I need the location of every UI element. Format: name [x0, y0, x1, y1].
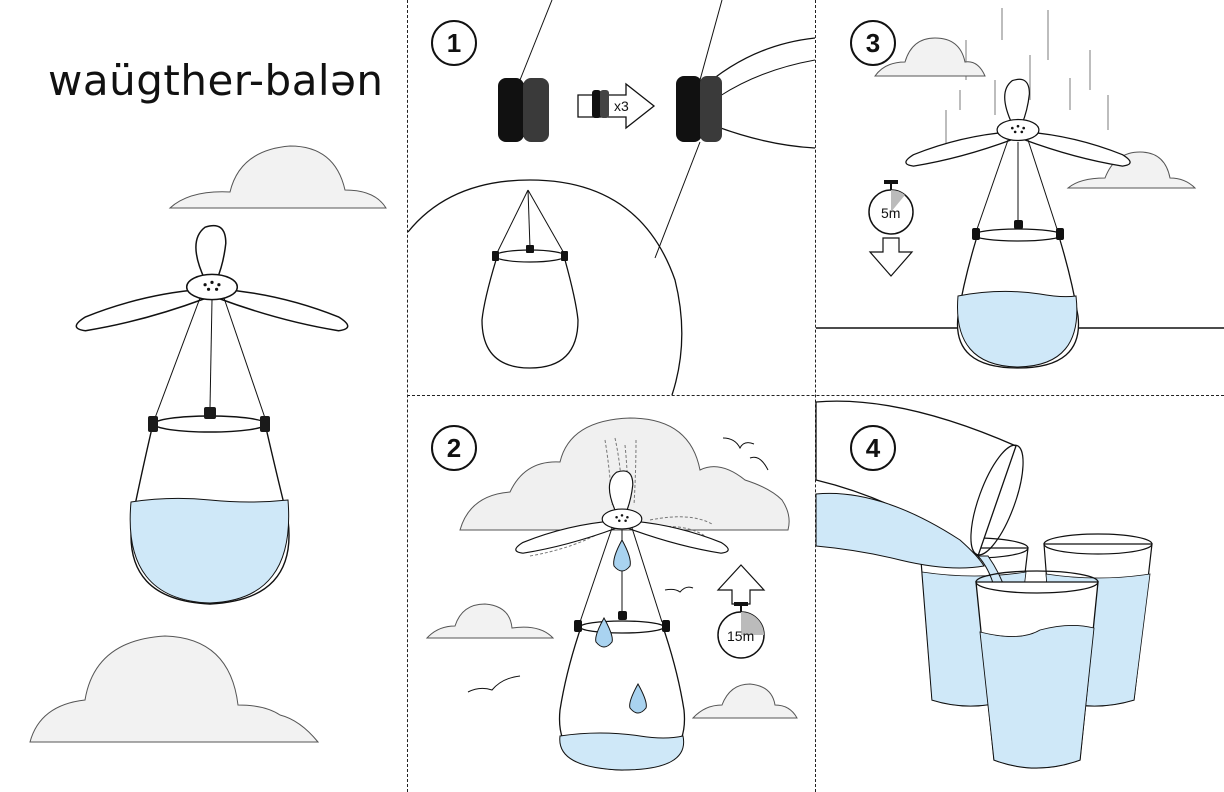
timer-icon	[717, 602, 765, 659]
clip-icon	[148, 416, 158, 432]
step-4-badge: 4	[850, 425, 896, 471]
left-cloud-bottom	[29, 635, 320, 743]
bird-icon	[749, 456, 769, 471]
product-title: waügther-balən	[48, 56, 384, 105]
step2-illustration: 15m	[425, 417, 798, 771]
timer-icon	[868, 180, 914, 235]
step-3-badge: 3	[850, 20, 896, 66]
glass-icon	[975, 570, 1099, 769]
step3-illustration: 5m	[816, 8, 1224, 369]
cloud-icon	[1066, 151, 1197, 189]
cloud-icon	[691, 683, 798, 719]
step3-timer: 5m	[881, 205, 900, 221]
step1-illustration: x3	[407, 0, 816, 396]
step4-illustration	[815, 400, 1153, 769]
divider-middle	[407, 395, 1224, 396]
step-1-badge: 1	[431, 20, 477, 66]
divider-left	[407, 0, 408, 792]
divider-right	[815, 0, 816, 792]
bird-icon	[722, 437, 755, 450]
step1-multiplier: x3	[614, 98, 629, 114]
left-cloud-top	[168, 145, 387, 209]
bird-icon	[467, 675, 521, 693]
pitcher-icon	[815, 400, 1024, 569]
cloud-icon	[425, 603, 555, 639]
cloud-icon	[874, 37, 986, 77]
clip-icon	[204, 407, 216, 419]
step-2-badge: 2	[431, 425, 477, 471]
water-drop-icon	[613, 538, 631, 572]
step2-timer: 15m	[727, 628, 754, 644]
left-balloon	[75, 224, 349, 605]
arrow-down-icon	[868, 237, 914, 277]
clip-icon	[260, 416, 270, 432]
water-drop-icon	[595, 616, 613, 648]
water-drop-icon	[629, 682, 647, 714]
arrow-up-icon	[716, 564, 766, 605]
bird-icon	[664, 586, 694, 593]
